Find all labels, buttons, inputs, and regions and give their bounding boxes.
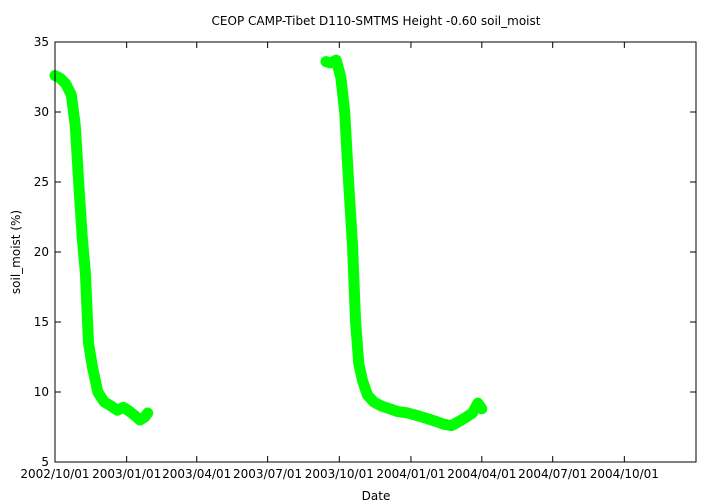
data-point	[56, 74, 65, 83]
x-tick-label: 2002/10/01	[20, 467, 89, 481]
data-point	[477, 404, 486, 413]
data-point	[67, 91, 76, 100]
plot-data	[49, 54, 488, 432]
data-point	[71, 122, 80, 130]
data-point	[439, 420, 448, 429]
x-axis-label: Date	[362, 489, 391, 503]
series-1-band	[49, 70, 154, 426]
y-tick-label: 15	[34, 315, 49, 329]
data-point	[431, 417, 440, 426]
y-tick-label: 25	[34, 175, 49, 189]
y-tick-label: 35	[34, 35, 49, 49]
y-axis: 5 10 15 20 25 30 35	[34, 35, 696, 469]
data-point	[473, 399, 482, 408]
data-point	[455, 417, 464, 426]
data-point	[113, 406, 122, 415]
data-point	[462, 413, 471, 422]
x-tick-label: 2004/04/01	[447, 467, 516, 481]
data-point	[468, 409, 477, 417]
data-point	[393, 407, 402, 416]
data-point	[332, 56, 341, 65]
chart-title: CEOP CAMP-Tibet D110-SMTMS Height -0.60 …	[212, 14, 541, 28]
data-point	[125, 407, 134, 416]
data-point	[143, 409, 152, 417]
data-point	[377, 402, 386, 410]
y-axis-label: soil_moist (%)	[9, 210, 23, 294]
data-point	[336, 73, 345, 81]
x-tick-label: 2003/10/01	[305, 467, 374, 481]
data-point	[447, 421, 456, 430]
data-point	[75, 185, 84, 193]
data-point	[78, 234, 87, 242]
data-point	[354, 360, 363, 368]
x-tick-label: 2003/01/01	[92, 467, 161, 481]
x-tick-label: 2004/10/01	[590, 467, 659, 481]
data-point	[119, 403, 128, 412]
data-point	[369, 397, 378, 406]
data-point	[84, 339, 93, 347]
y-tick-label: 5	[41, 455, 49, 469]
x-axis: 2002/10/01 2003/01/01 2003/04/01 2003/07/01…	[20, 42, 659, 481]
y-tick-label: 20	[34, 245, 49, 259]
data-point	[348, 241, 357, 249]
x-tick-label: 2004/07/01	[518, 467, 587, 481]
data-point	[358, 376, 367, 385]
y-tick-label: 30	[34, 105, 49, 119]
data-point	[351, 318, 360, 326]
data-point	[61, 80, 70, 88]
x-tick-label: 2003/07/01	[233, 467, 302, 481]
data-point	[385, 404, 394, 413]
data-point	[423, 414, 432, 423]
data-point	[93, 388, 102, 396]
data-point	[81, 269, 90, 277]
data-point	[88, 362, 97, 371]
y-tick-label: 10	[34, 385, 49, 399]
data-point	[344, 178, 353, 186]
data-point	[100, 397, 109, 406]
x-tick-label: 2003/04/01	[162, 467, 231, 481]
x-tick-label: 2004/01/01	[376, 467, 445, 481]
data-point	[403, 409, 412, 417]
data-point	[363, 390, 372, 399]
data-point	[413, 411, 422, 420]
data-point	[107, 402, 116, 410]
data-point	[340, 108, 349, 116]
